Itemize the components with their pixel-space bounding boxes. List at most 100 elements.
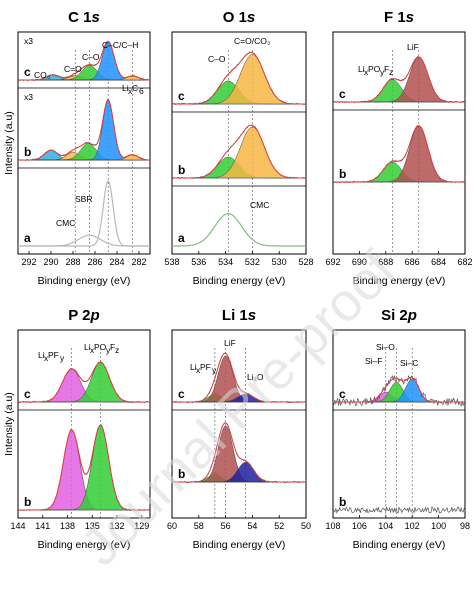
x-tick-label: 682 — [457, 257, 472, 267]
x-tick-label: 106 — [352, 521, 367, 531]
x-tick-label: 100 — [431, 521, 446, 531]
row-letter: c — [24, 387, 31, 401]
fit-envelope — [172, 51, 306, 105]
reference-label: SBR — [75, 194, 92, 204]
x-axis-label: Binding energy (eV) — [193, 275, 286, 287]
raw-spectrum — [332, 374, 466, 407]
peak-label-sub: x — [128, 86, 133, 96]
panel-title: Li 1s — [222, 307, 256, 324]
panel-title: P 2p — [68, 307, 99, 324]
x-axis-label: Binding energy (eV) — [38, 275, 131, 287]
x-tick-label: 286 — [87, 257, 102, 267]
y-axis-label-top: Intensity (a.u) — [3, 111, 15, 175]
fit-envelope — [18, 361, 150, 403]
peak-label: C — [132, 83, 138, 93]
x-tick-label: 290 — [43, 257, 58, 267]
fit-envelope — [333, 56, 465, 103]
row-letter: c — [339, 87, 346, 101]
panel-frame — [17, 329, 151, 519]
row-letter: b — [178, 467, 185, 481]
x-tick-label: 60 — [167, 521, 177, 531]
peak-label: Li — [358, 64, 365, 74]
row-letter: a — [178, 231, 185, 245]
x-tick-label: 284 — [109, 257, 124, 267]
panel-frame — [171, 329, 307, 519]
x-tick-label: 58 — [194, 521, 204, 531]
reference-label: CMC — [56, 218, 75, 228]
panel-title: O 1s — [223, 9, 256, 26]
multiplier-label: x3 — [24, 36, 33, 46]
x-tick-label: 688 — [378, 257, 393, 267]
row-letter: b — [339, 495, 346, 509]
panel-frame — [171, 31, 307, 255]
peak-label: Li — [38, 350, 45, 360]
peak-label-sub: x — [364, 67, 369, 77]
peak-label: C–O — [82, 52, 100, 62]
panel-title-element: C 1 — [68, 9, 91, 26]
peak-label: Li — [190, 362, 197, 372]
panel-title-element: O 1 — [223, 9, 247, 26]
peak-label-sub: y — [60, 353, 65, 363]
peak-label: LiF — [224, 338, 236, 348]
x-tick-label: 132 — [109, 521, 124, 531]
peak-label-sub: z — [389, 67, 393, 77]
peak-label: LiF — [407, 42, 419, 52]
peak-label: PO — [368, 64, 381, 74]
x-tick-label: 104 — [378, 521, 393, 531]
peak-label-sub: y — [106, 345, 111, 355]
row-letter: b — [178, 163, 185, 177]
panel-title-orbital: s — [248, 307, 256, 324]
panel-title: C 1s — [68, 9, 100, 26]
row-letter: b — [24, 495, 31, 509]
fit-envelope — [333, 377, 465, 403]
fit-envelope — [18, 40, 150, 81]
peak-label-sub: y — [380, 67, 385, 77]
panel-title-orbital: s — [92, 9, 100, 26]
fit-peak — [18, 362, 150, 403]
peak-label: Li — [122, 83, 129, 93]
fit-envelope — [172, 352, 306, 403]
peak-label: CO₃ — [34, 70, 50, 80]
panel-frame — [17, 31, 151, 255]
panel-frame — [332, 31, 466, 255]
x-tick-label: 135 — [85, 521, 100, 531]
peak-label: F — [110, 342, 115, 352]
x-tick-label: 528 — [298, 257, 313, 267]
x-tick-label: 288 — [65, 257, 80, 267]
peak-label: F — [384, 64, 389, 74]
x-tick-label: 129 — [134, 521, 149, 531]
peak-label-sub: y — [212, 365, 217, 375]
panel-frame — [332, 329, 466, 519]
reference-spectrum — [172, 212, 306, 247]
row-letter: c — [178, 387, 185, 401]
x-tick-label: 532 — [245, 257, 260, 267]
x-axis-label: Binding energy (eV) — [353, 275, 446, 287]
x-axis-label: Binding energy (eV) — [193, 539, 286, 551]
x-tick-label: 102 — [405, 521, 420, 531]
x-tick-label: 534 — [218, 257, 233, 267]
peak-label-sub: x — [44, 353, 49, 363]
x-tick-label: 684 — [431, 257, 446, 267]
x-tick-label: 292 — [21, 257, 36, 267]
panel-title: F 1s — [384, 9, 414, 26]
panel-li1s: Li 1s c b 60 58 56 54 52 50 Binding energy (eV) — [167, 307, 311, 551]
panel-title-orbital: p — [407, 307, 417, 324]
panel-title-element: Li 1 — [222, 307, 248, 324]
peak-label: Li — [84, 342, 91, 352]
panel-title-orbital: s — [406, 9, 414, 26]
x-tick-label: 686 — [405, 257, 420, 267]
peak-label-sub: 6 — [139, 86, 144, 96]
fit-envelope — [172, 124, 306, 179]
x-tick-label: 144 — [10, 521, 25, 531]
reference-label: CMC — [250, 200, 269, 210]
fit-envelope — [172, 422, 306, 483]
x-axis-label: Binding energy (eV) — [353, 539, 446, 551]
peak-label: PF — [48, 350, 59, 360]
x-tick-label: 538 — [164, 257, 179, 267]
peak-label: C–C/C–H — [102, 40, 138, 50]
peak-label: Li₂O — [247, 372, 264, 382]
panel-title: Si 2p — [381, 307, 417, 324]
